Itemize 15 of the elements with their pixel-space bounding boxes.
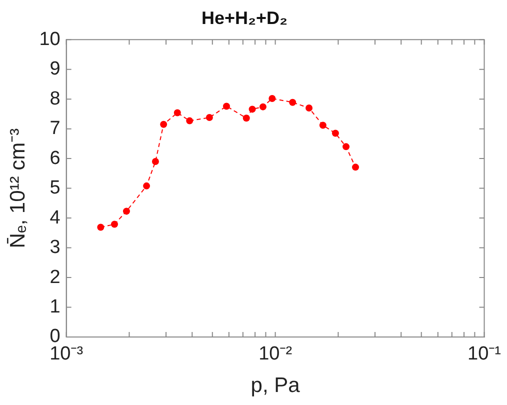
y-tick-label: 3 — [50, 237, 60, 258]
y-tick-label: 6 — [50, 148, 60, 169]
x-tick-label: 10⁻¹ — [468, 344, 502, 365]
y-tick-label: 5 — [50, 178, 60, 199]
y-tick-label: 1 — [50, 296, 60, 318]
y-tick-label: 4 — [50, 207, 61, 228]
x-tick-label: 10⁻² — [258, 344, 292, 365]
y-tick-label: 9 — [50, 58, 60, 80]
y-tick-label: 2 — [50, 266, 60, 288]
y-tick-label: 8 — [50, 88, 60, 110]
chart-title: He+H₂+D₂ — [201, 8, 288, 28]
y-axis-title: N̄ₑ, 10¹² cm⁻³ — [6, 128, 30, 248]
y-tick-label: 10 — [39, 28, 60, 50]
y-tick-label: 7 — [50, 118, 60, 140]
x-axis-title: p, Pa — [250, 374, 300, 398]
